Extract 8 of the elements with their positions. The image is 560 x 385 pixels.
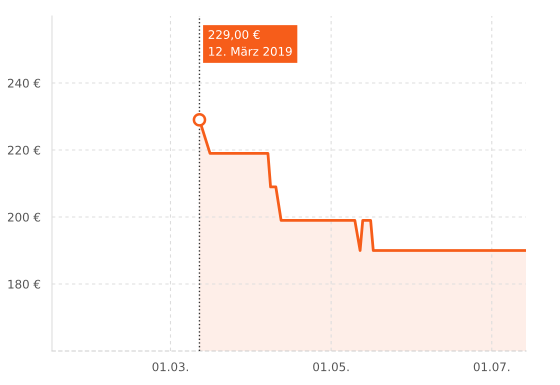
y-tick-label: 220 € <box>8 146 40 155</box>
annotation: 229,00 € 12. März 2019 <box>208 30 292 56</box>
x-tick-label: 01.03. <box>152 362 188 372</box>
x-tick-label: 01.05. <box>313 362 349 372</box>
x-tick-label: 01.07. <box>474 362 510 372</box>
y-tick-label: 180 € <box>8 280 40 289</box>
y-tick-label: 240 € <box>8 78 40 88</box>
y-tick-label: 200 € <box>8 212 40 222</box>
